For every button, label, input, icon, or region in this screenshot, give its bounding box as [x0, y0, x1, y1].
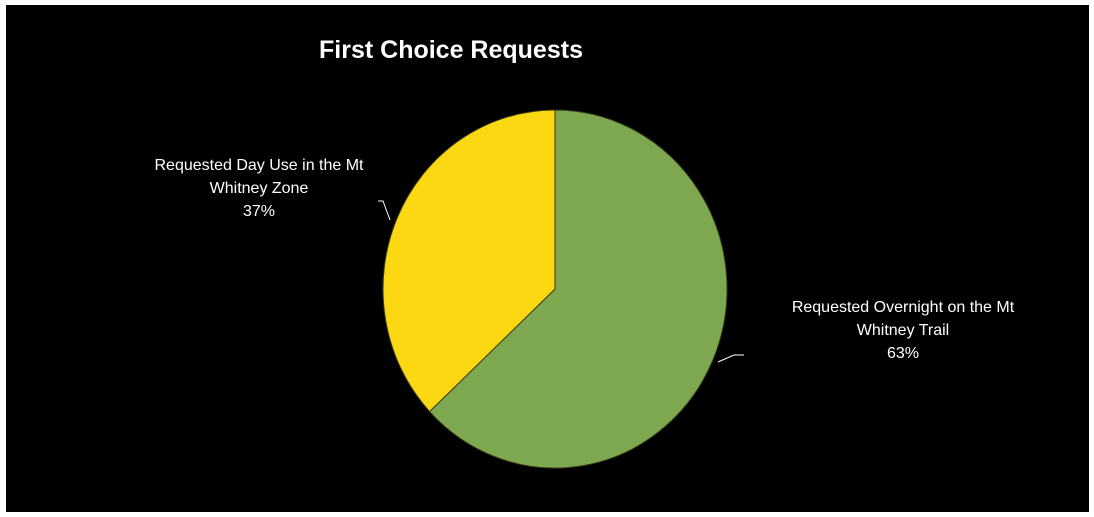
- pie-slice-day-use: [382, 109, 556, 413]
- pie-chart: [378, 109, 744, 469]
- data-label-day-use-value: 37%: [242, 203, 276, 220]
- chart-area: First Choice Requests Requested Overnigh…: [6, 5, 1089, 512]
- leader-line-overnight: [717, 354, 744, 363]
- pie-slices: [382, 109, 728, 469]
- data-label-day-use: Requested Day Use in the Mt Whitney Zone…: [124, 154, 394, 223]
- leader-lines: [378, 200, 744, 363]
- pie-slice-overnight: [428, 109, 728, 469]
- data-label-overnight-line-1: Requested Overnight on the Mt: [791, 299, 1015, 316]
- data-label-day-use-line-2: Whitney Zone: [209, 180, 309, 197]
- data-label-day-use-line-1: Requested Day Use in the Mt: [154, 157, 364, 174]
- chart-title: First Choice Requests: [319, 36, 583, 64]
- data-label-overnight-line-2: Whitney Trail: [856, 322, 950, 339]
- leader-line-day-use: [378, 200, 391, 221]
- data-label-overnight-value: 63%: [886, 345, 920, 362]
- data-label-overnight: Requested Overnight on the Mt Whitney Tr…: [758, 296, 1048, 365]
